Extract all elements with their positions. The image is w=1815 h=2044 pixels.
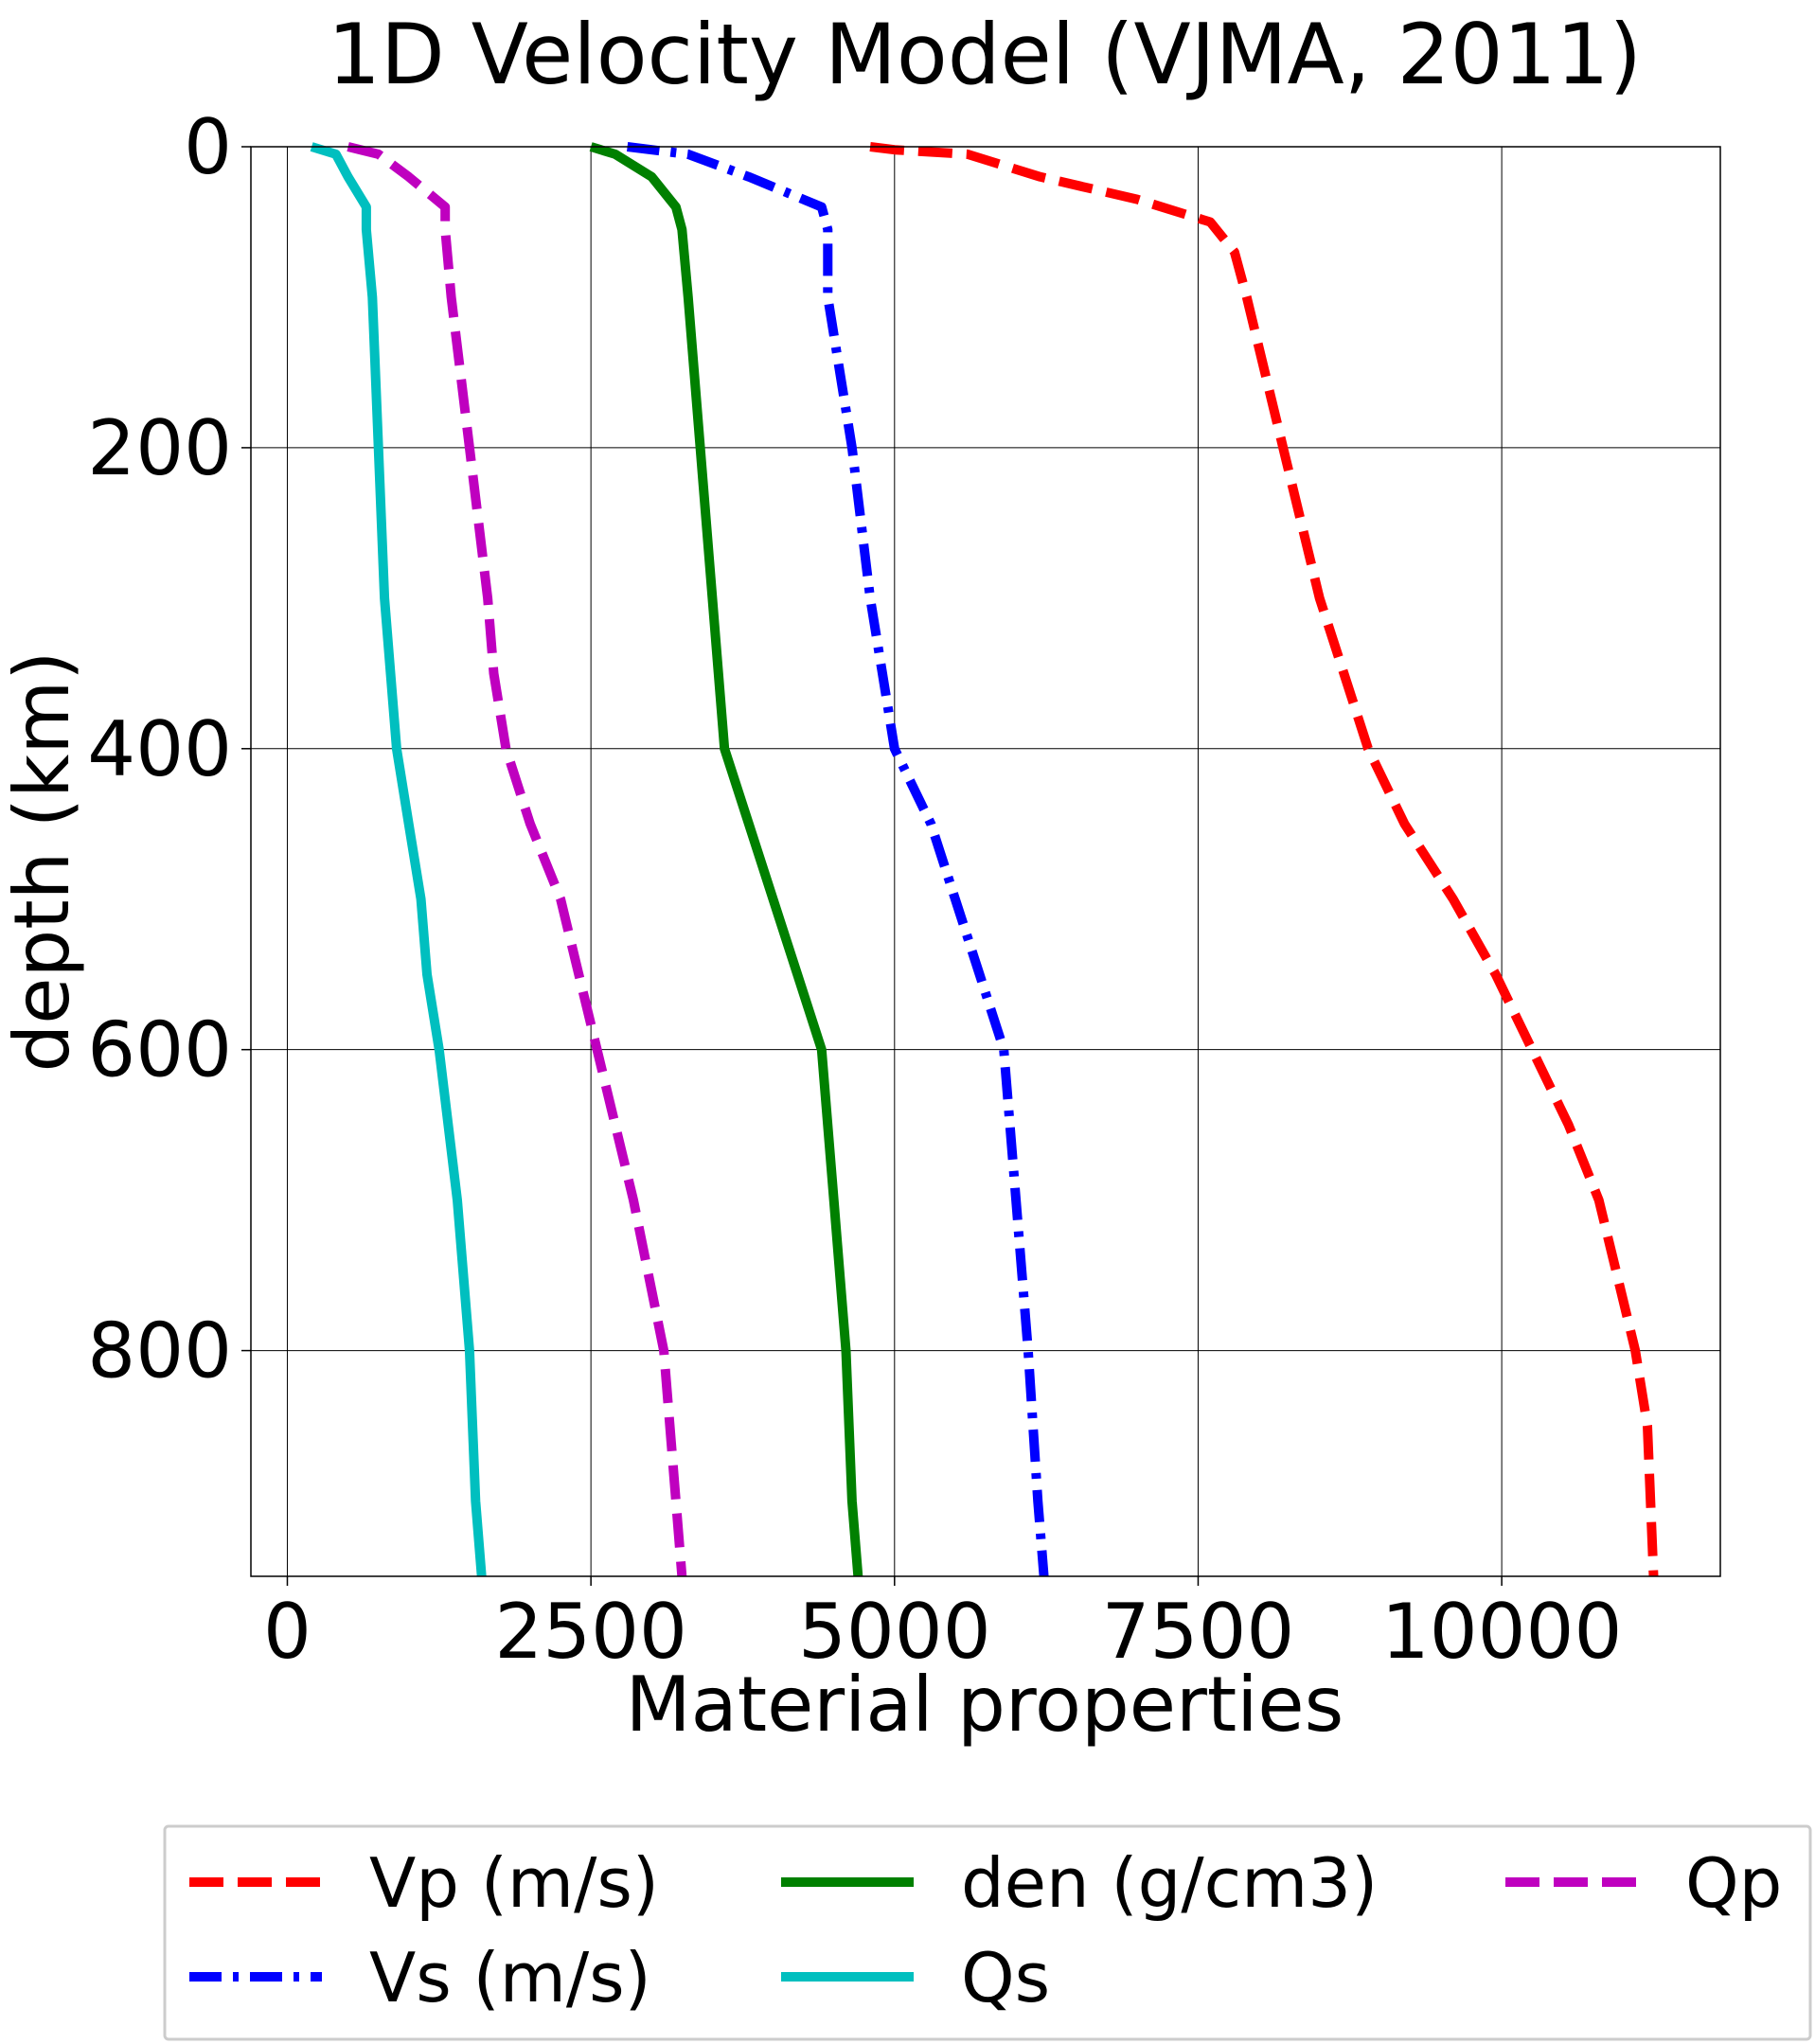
series-line-1 [626, 142, 1049, 1577]
y-tick-label: 400 [87, 705, 232, 793]
y-tick-label: 600 [87, 1006, 232, 1094]
series-line-2 [589, 142, 863, 1577]
plot-area-frame [250, 146, 1721, 1577]
axis-ticks: 0 2500 5000 7500 10000 0 200 400 600 800 [87, 103, 1622, 1676]
legend-label-0: Vp (m/s) [369, 1843, 659, 1923]
legend-label-3: Qs [961, 1938, 1050, 2017]
series-line-3 [310, 142, 487, 1577]
chart-title: 1D Velocity Model (VJMA, 2011) [328, 6, 1642, 103]
y-tick-label: 0 [184, 103, 232, 191]
series-line-4 [347, 142, 687, 1577]
x-axis-label: Material properties [626, 1661, 1344, 1749]
x-tick-label: 0 [263, 1588, 311, 1676]
x-tick-label: 7500 [1102, 1588, 1295, 1676]
legend-label-4: Qp [1685, 1843, 1782, 1923]
legend-label-1: Vs (m/s) [369, 1938, 651, 2017]
legend: Vp (m/s) Vs (m/s) den (g/cm3) Qs Qp [163, 1824, 1812, 2041]
y-tick-label: 800 [87, 1307, 232, 1395]
x-tick-label: 5000 [798, 1588, 991, 1676]
legend-label-2: den (g/cm3) [961, 1843, 1378, 1923]
series-line-0 [869, 142, 1659, 1577]
x-tick-label: 10000 [1381, 1588, 1623, 1676]
series-lines [310, 142, 1659, 1577]
legend-box [163, 1824, 1812, 2041]
y-axis-label: depth (km) [0, 651, 86, 1073]
x-tick-label: 2500 [494, 1588, 687, 1676]
y-tick-label: 200 [87, 404, 232, 492]
